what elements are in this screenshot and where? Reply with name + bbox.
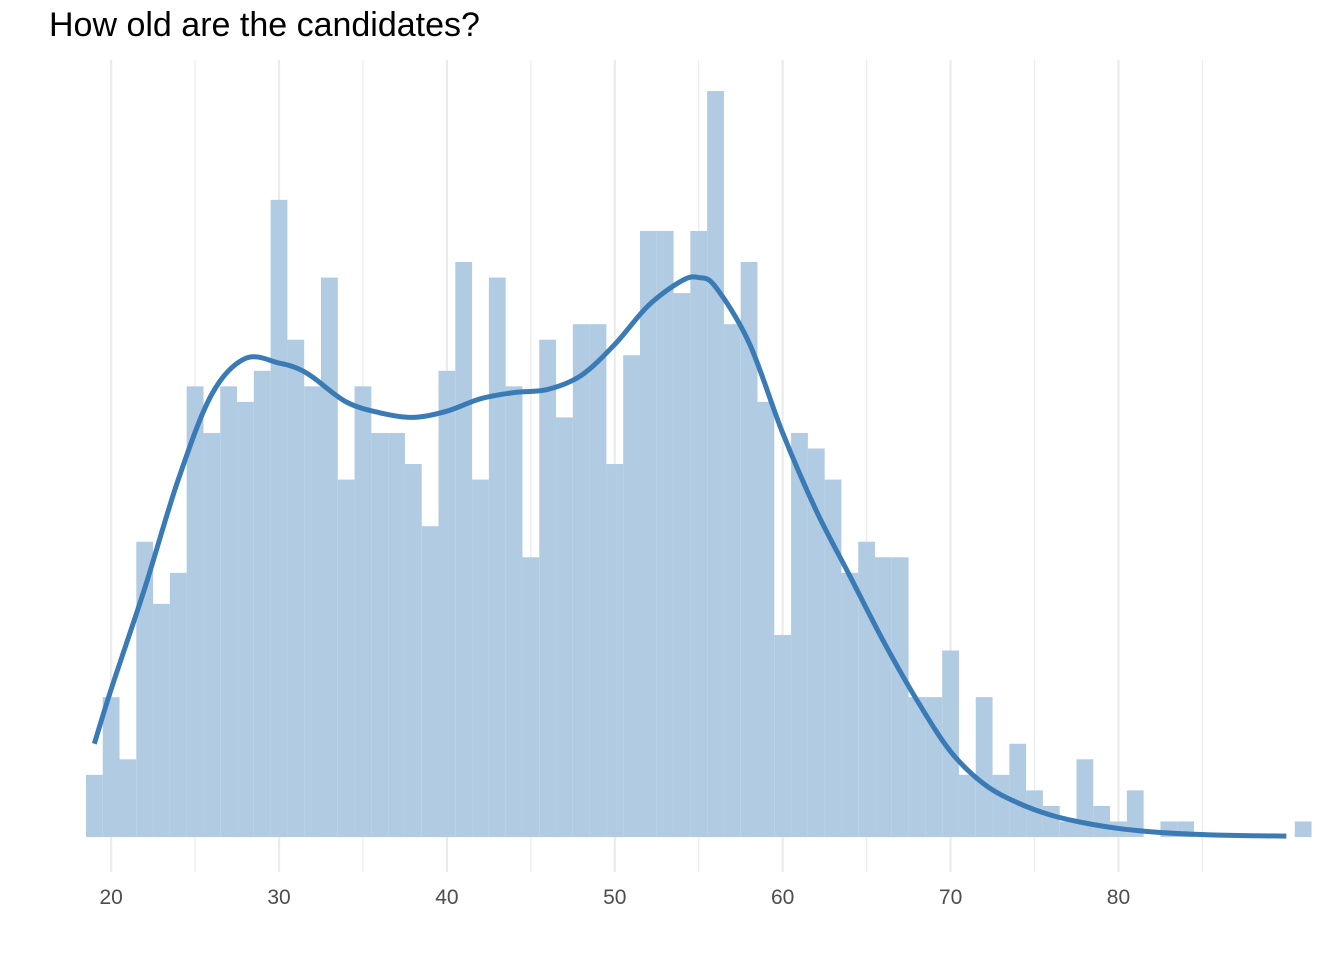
- histogram-bar: [153, 603, 170, 837]
- histogram-bar: [707, 91, 724, 837]
- density-curve: [91, 274, 1287, 839]
- histogram-bar: [656, 230, 674, 837]
- histogram-bar: [388, 432, 405, 837]
- histogram-bar: [572, 324, 590, 837]
- histogram-bar: [639, 230, 657, 837]
- x-axis-ticks: 20 30 40 50 60 70 80: [99, 886, 1130, 909]
- x-tick-label: 80: [1107, 886, 1130, 909]
- histogram-bar: [237, 401, 254, 837]
- histogram-bar: [522, 557, 540, 837]
- histogram-bar: [623, 355, 640, 837]
- histogram-bar: [186, 386, 204, 837]
- x-tick-label: 40: [435, 886, 458, 909]
- histogram-bar: [337, 479, 355, 837]
- histogram-bar: [1059, 821, 1077, 837]
- histogram-bar: [1042, 805, 1060, 837]
- histogram-bar: [992, 774, 1010, 837]
- histogram-bar: [136, 541, 154, 837]
- histogram-bar: [505, 386, 523, 837]
- histogram-bar: [690, 230, 708, 837]
- chart-title: How old are the candidates?: [49, 6, 480, 44]
- histogram-bar: [472, 479, 489, 837]
- bar-layer: [85, 91, 1312, 838]
- histogram-bar: [455, 262, 473, 837]
- histogram-bar: [975, 697, 993, 837]
- x-tick-label: 20: [99, 886, 122, 909]
- histogram-bar: [757, 401, 775, 837]
- histogram-bar: [807, 448, 825, 837]
- histogram-bar: [774, 634, 792, 837]
- x-tick-label: 60: [771, 886, 794, 909]
- histogram-bar: [421, 526, 439, 837]
- histogram-bar: [1076, 759, 1094, 837]
- histogram-bar: [908, 697, 926, 837]
- histogram-bar: [220, 386, 238, 837]
- histogram-bar: [606, 464, 624, 837]
- histogram-bar: [1126, 790, 1144, 837]
- histogram-bar: [169, 572, 187, 837]
- histogram-bar: [304, 386, 321, 837]
- histogram-bar: [320, 277, 338, 837]
- histogram-bar: [723, 324, 741, 837]
- histogram-bar: [287, 339, 305, 837]
- histogram-bar: [791, 432, 808, 837]
- histogram-bar: [539, 339, 557, 837]
- histogram-bar: [673, 293, 691, 838]
- histogram-bar: [824, 479, 842, 837]
- histogram-bar: [891, 557, 909, 837]
- histogram-bar: [102, 697, 120, 837]
- histogram-bar: [958, 774, 976, 837]
- histogram-bar: [85, 774, 103, 837]
- histogram-bar: [354, 386, 372, 837]
- histogram-bar: [371, 432, 389, 837]
- histogram-bar: [438, 370, 456, 837]
- histogram-bar: [488, 277, 506, 837]
- histogram-bar: [1026, 790, 1043, 837]
- histogram-bar: [841, 572, 859, 837]
- histogram-bar: [1093, 805, 1111, 837]
- histogram-bar: [203, 432, 221, 837]
- histogram-bar: [404, 464, 422, 837]
- histogram-bar: [858, 541, 876, 837]
- x-tick-label: 50: [603, 886, 626, 909]
- density-curve-layer: [91, 274, 1287, 839]
- histogram-bar: [119, 759, 137, 837]
- histogram-bar: [875, 557, 892, 837]
- histogram-bar: [1009, 743, 1027, 837]
- histogram-bar: [270, 199, 288, 838]
- histogram-bar: [589, 324, 607, 837]
- histogram-bar: [942, 650, 959, 837]
- x-tick-label: 70: [939, 886, 962, 909]
- histogram-bar: [1294, 821, 1312, 837]
- x-tick-label: 30: [267, 886, 290, 909]
- histogram-bar: [556, 417, 573, 837]
- histogram-bar: [740, 262, 758, 837]
- histogram-bar: [253, 370, 271, 837]
